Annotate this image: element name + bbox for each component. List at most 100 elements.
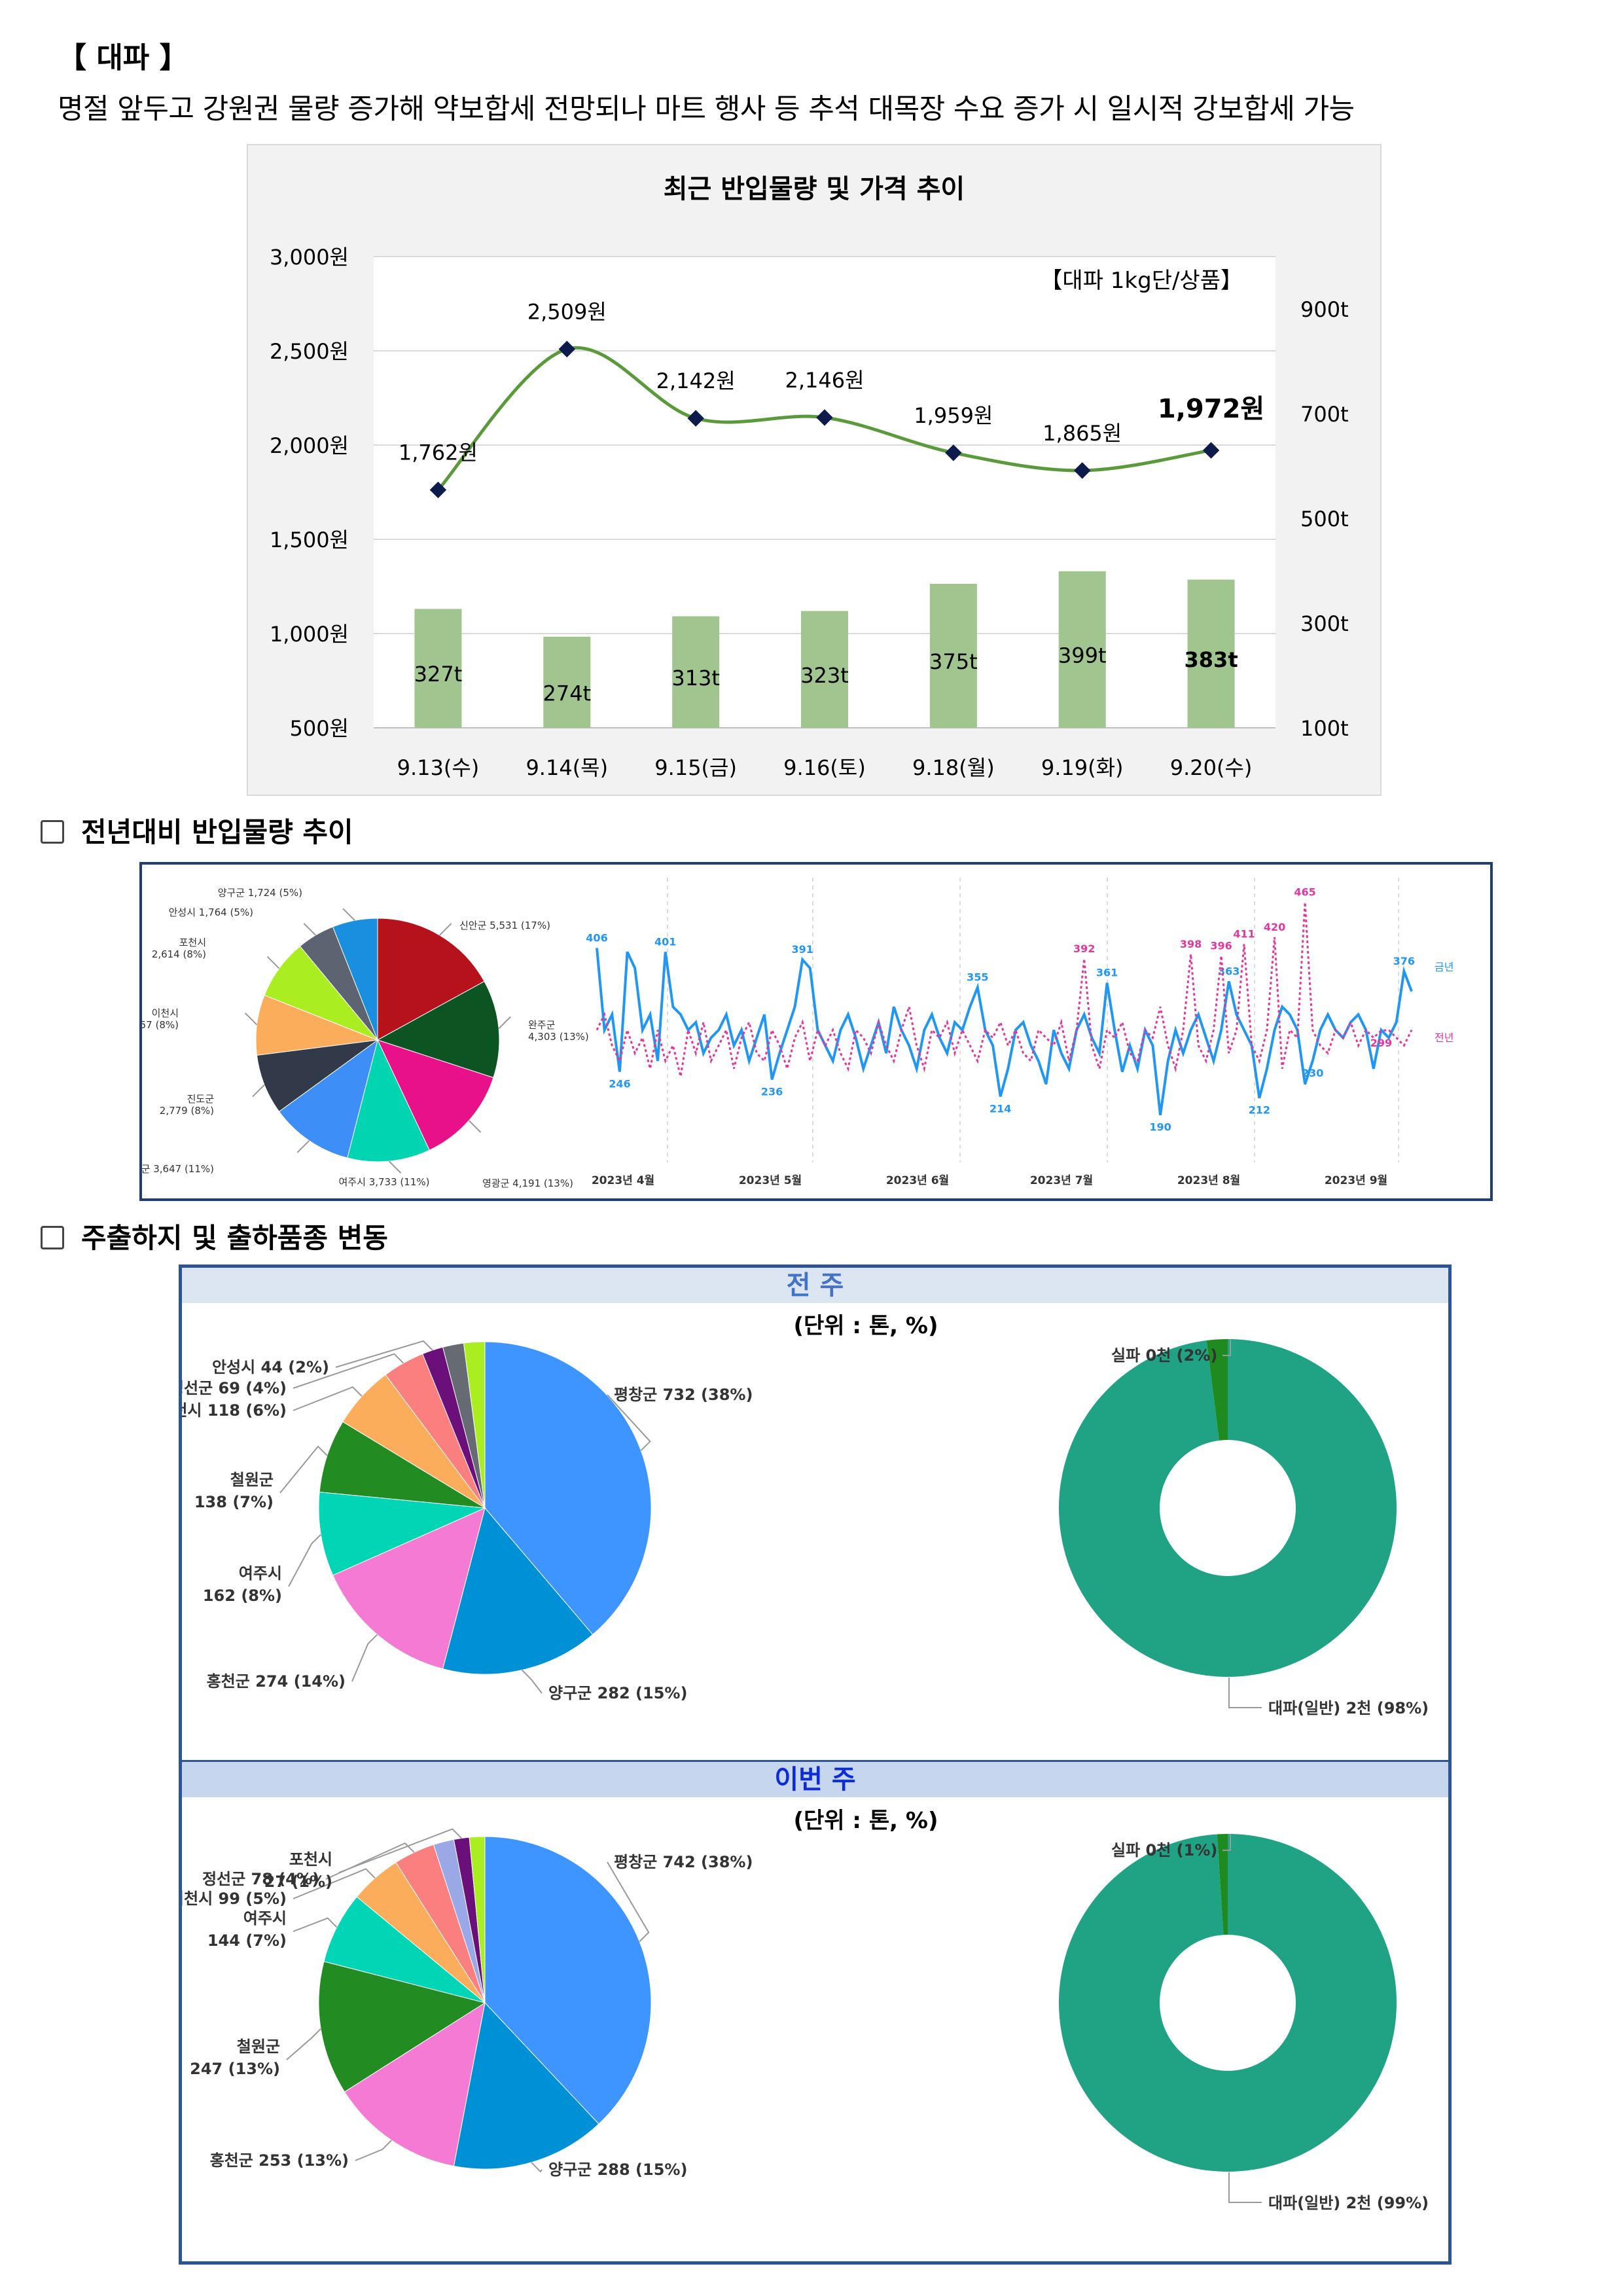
shipping-pie-leader <box>335 1340 433 1368</box>
shipping-pie-leader <box>351 1634 378 1682</box>
shipping-pie-slice <box>442 1507 594 1675</box>
shipping-pie-label: 철원군 138 (7%) <box>194 1471 274 1511</box>
this-year-point-label: 230 <box>1302 1067 1323 1079</box>
this-year-point-label: 214 <box>990 1102 1011 1115</box>
origin-pie-label-value: 2,657 (8%) <box>142 1019 179 1031</box>
origin-pie-label: 포천시 2,614 (8%) <box>152 937 206 960</box>
shipping-pie-slice <box>469 1836 486 2003</box>
shipping-pie-leader <box>293 1868 376 1899</box>
volume-bar <box>414 609 462 728</box>
variety-donut-slice <box>1217 1834 1228 1935</box>
this-year-point-label: 355 <box>967 971 988 984</box>
variety-donut-leader <box>1228 2172 1262 2203</box>
shipping-pie-label-name: 여주시 <box>243 1909 287 1928</box>
line-x-label: 2023년 6월 <box>886 1174 949 1187</box>
shipping-pie-label: 양구군 288 (15%) <box>548 2161 687 2179</box>
origin-pie-leader <box>438 923 452 936</box>
variety-donut-leader <box>1222 1340 1231 1356</box>
shipping-pie-label-name: 철원군 <box>237 2037 280 2056</box>
this-year-point-label: 246 <box>609 1078 630 1090</box>
variety-donut-label: 실파 0천 (2%) <box>1111 1346 1217 1365</box>
origin-pie-slice <box>278 1039 378 1158</box>
shipping-pie-label-value: 144 (7%) <box>207 1931 287 1950</box>
variety-donut-slice <box>1059 1834 1397 2172</box>
origin-pie-leader <box>303 923 317 936</box>
origin-pie-leader <box>266 956 280 969</box>
shipping-pie-leader <box>293 1386 363 1411</box>
x-tick-label: 9.13(수) <box>397 755 480 780</box>
y-right-tick-label: 500t <box>1300 507 1349 531</box>
price-label: 1,865원 <box>1043 421 1122 446</box>
shipping-pie-leader <box>355 2140 392 2161</box>
last-year-point-label: 299 <box>1370 1037 1392 1049</box>
volume-bar <box>1058 571 1106 728</box>
origin-pie-slice <box>256 1039 378 1113</box>
y-left-tick-label: 2,500원 <box>270 339 349 364</box>
shipping-pie-label-value: 138 (7%) <box>194 1493 274 1511</box>
price-label: 1,959원 <box>914 403 993 428</box>
shipping-pie-label: 포천시 27 (1%) <box>264 1850 332 1891</box>
section-yoy-label: 전년대비 반입물량 추이 <box>81 816 353 848</box>
chart-title: 최근 반입물량 및 가격 추이 <box>664 174 965 204</box>
this-year-point-label: 406 <box>586 931 607 944</box>
volume-bar-label: 327t <box>414 662 463 687</box>
volume-bar <box>672 616 720 728</box>
shipping-pie-slice <box>484 1836 652 2125</box>
origin-pie-label: 평창군 3,647 (11%) <box>142 1163 214 1175</box>
shipping-pie-leader <box>293 1353 404 1389</box>
shipping-pie-label: 양구군 282 (15%) <box>548 1684 687 1702</box>
volume-bar-label: 399t <box>1058 643 1107 668</box>
price-label: 2,142원 <box>656 368 736 393</box>
shipping-pie-label: 이천시 99 (5%) <box>182 1890 287 1908</box>
shipping-pie-slice <box>395 1844 486 2003</box>
origin-pie-label: 영광군 4,191 (13%) <box>482 1177 573 1189</box>
x-tick-label: 9.14(목) <box>526 755 608 780</box>
origin-pie-leader <box>468 1120 482 1133</box>
volume-bar <box>543 636 591 728</box>
variety-donut-label: 대파(일반) 2천 (99%) <box>1268 2194 1429 2212</box>
shipping-pie-slice <box>422 1346 486 1509</box>
price-label: 1,972원 <box>1158 394 1264 424</box>
line-x-label: 2023년 8월 <box>1177 1174 1240 1187</box>
shipping-pie-slice <box>356 1861 486 2003</box>
last-year-point-label: 396 <box>1210 939 1232 952</box>
shipping-pie-label: 평창군 732 (38%) <box>614 1386 753 1404</box>
origin-pie-slice <box>347 1039 430 1162</box>
shipping-pie-slice <box>453 2001 599 2170</box>
origin-pie-label: 여주시 3,733 (11%) <box>339 1176 430 1188</box>
page-title: 【 대파 】 <box>58 41 188 75</box>
origin-pie-label-value: 4,303 (13%) <box>528 1031 589 1043</box>
section-yoy-heading: 전년대비 반입물량 추이 <box>41 810 353 850</box>
volume-bar <box>801 611 848 728</box>
origin-pie-label: 신안군 5,531 (17%) <box>459 920 550 931</box>
this-year-point-label: 236 <box>761 1085 783 1098</box>
shipping-pie-leader <box>607 1861 650 1943</box>
shipping-pie-slice <box>342 1374 486 1509</box>
volume-bar-label: 274t <box>543 681 591 706</box>
shipping-pie-leader <box>607 1394 651 1451</box>
shipping-pie-label: 평창군 742 (38%) <box>614 1853 753 1871</box>
x-tick-label: 9.19(화) <box>1041 755 1124 780</box>
price-point <box>687 410 704 427</box>
shipping-pie-leader <box>531 2162 543 2173</box>
price-point <box>429 481 447 499</box>
line-x-label: 2023년 7월 <box>1030 1174 1093 1187</box>
section-origin-heading: 주출하지 및 출하품종 변동 <box>41 1216 388 1256</box>
y-left-tick-label: 1,500원 <box>270 528 349 552</box>
origin-pie-label-value: 2,779 (8%) <box>160 1105 214 1117</box>
last-year-point-label: 392 <box>1073 942 1095 955</box>
shipping-pie-leader <box>521 1669 543 1694</box>
line-x-label: 2023년 5월 <box>739 1174 802 1187</box>
origin-pie-label: 양구군 1,724 (5%) <box>218 887 302 899</box>
shipping-pie-leader <box>279 1445 328 1494</box>
origin-pie-leader <box>388 1160 402 1174</box>
shipping-pie-slice <box>319 1421 486 1509</box>
origin-pie-label-name: 진도군 <box>187 1093 215 1105</box>
volume-bar <box>929 584 977 728</box>
this-year-point-label: 401 <box>654 935 676 948</box>
origin-pie-leader <box>252 1084 265 1098</box>
line-x-label: 2023년 9월 <box>1325 1174 1387 1187</box>
x-tick-label: 9.20(수) <box>1170 755 1253 780</box>
shipping-pie-label-value: 27 (1%) <box>264 1873 332 1891</box>
origin-pie-slice <box>264 945 378 1041</box>
